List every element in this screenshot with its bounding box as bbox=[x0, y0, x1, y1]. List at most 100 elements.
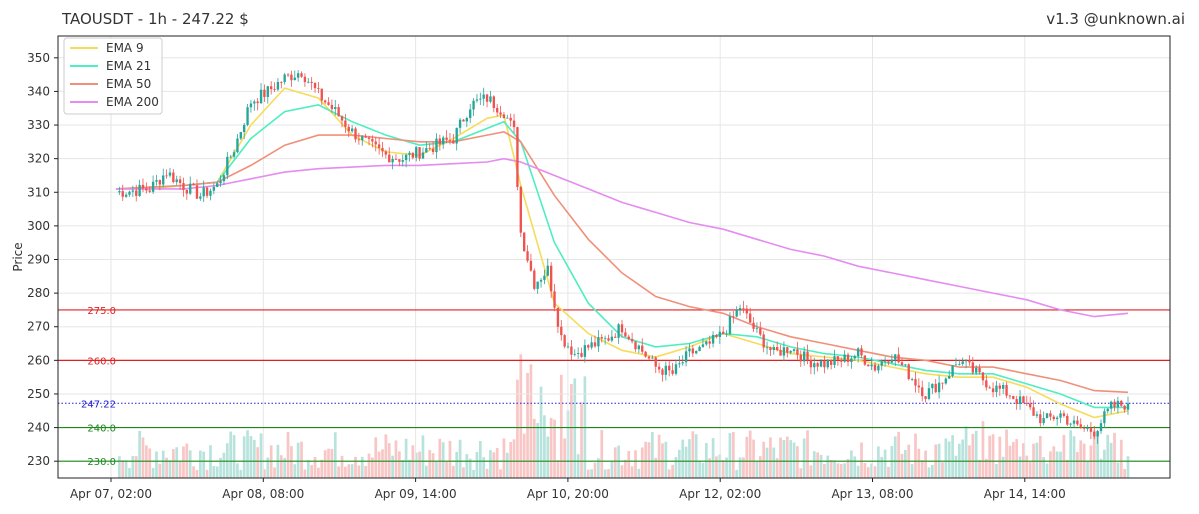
candle-body bbox=[273, 89, 276, 90]
candle-body bbox=[317, 88, 320, 89]
level-label: 247.22 bbox=[81, 399, 116, 410]
candle-body bbox=[543, 275, 546, 280]
candle-body bbox=[522, 232, 526, 252]
candle-body bbox=[442, 137, 445, 145]
candle-body bbox=[425, 148, 428, 153]
volume-bar bbox=[296, 442, 300, 478]
candle-body bbox=[762, 334, 765, 348]
volume-bar bbox=[509, 441, 513, 478]
volume-bar bbox=[215, 466, 219, 478]
candle-body bbox=[296, 73, 300, 78]
candle-body bbox=[452, 140, 455, 144]
volume-bar bbox=[755, 461, 759, 478]
candle-body bbox=[1126, 403, 1130, 410]
candle-body bbox=[937, 382, 941, 393]
candle-body bbox=[860, 348, 863, 356]
candle-body bbox=[374, 141, 377, 145]
candle-body bbox=[465, 117, 469, 122]
volume-bar bbox=[360, 456, 364, 478]
volume-bar bbox=[543, 415, 546, 478]
volume-bar bbox=[738, 457, 742, 478]
candle-body bbox=[1042, 418, 1045, 424]
candle-body bbox=[280, 81, 283, 83]
volume-bar bbox=[593, 462, 597, 478]
candle-body bbox=[688, 348, 691, 352]
candle-body bbox=[1059, 413, 1062, 418]
volume-bar bbox=[806, 430, 809, 478]
volume-bar bbox=[408, 459, 411, 478]
candle-body bbox=[1018, 396, 1022, 404]
candle-body bbox=[398, 159, 401, 162]
volume-bar bbox=[620, 465, 624, 478]
candle-body bbox=[580, 353, 583, 357]
volume-bar bbox=[914, 433, 917, 478]
candle-body bbox=[327, 102, 330, 105]
volume-bar bbox=[384, 434, 388, 478]
candle-body bbox=[907, 364, 910, 380]
volume-bar bbox=[823, 464, 826, 478]
volume-bar bbox=[1116, 462, 1120, 478]
candle-body bbox=[1089, 428, 1093, 432]
candle-body bbox=[526, 251, 529, 261]
candle-body bbox=[931, 383, 934, 389]
candle-body bbox=[593, 342, 597, 347]
candle-body bbox=[809, 360, 813, 368]
candle-body bbox=[651, 357, 654, 359]
volume-bar bbox=[624, 459, 627, 478]
volume-bar bbox=[266, 457, 270, 478]
candle-body bbox=[934, 383, 937, 393]
y-tick-label: 280 bbox=[27, 286, 50, 300]
volume-bar bbox=[769, 437, 772, 478]
volume-bar bbox=[647, 442, 651, 478]
candle-body bbox=[492, 96, 495, 108]
candle-body bbox=[219, 181, 222, 184]
candle-body bbox=[232, 152, 236, 157]
volume-bar bbox=[684, 446, 688, 478]
candle-body bbox=[364, 136, 367, 138]
candle-body bbox=[128, 191, 131, 195]
candle-body bbox=[259, 89, 263, 104]
volume-bar bbox=[462, 467, 465, 478]
volume-bar bbox=[516, 379, 519, 478]
volume-bar bbox=[1059, 451, 1062, 478]
volume-bar bbox=[610, 460, 614, 478]
volume-bar bbox=[141, 437, 145, 478]
candle-body bbox=[293, 77, 296, 81]
volume-bar bbox=[772, 447, 776, 478]
candle-body bbox=[371, 138, 374, 142]
candle-body bbox=[536, 281, 539, 289]
volume-bar bbox=[613, 447, 617, 478]
candle-body bbox=[917, 385, 921, 388]
candle-body bbox=[226, 156, 229, 176]
volume-bar bbox=[546, 436, 550, 478]
candle-body bbox=[1035, 414, 1039, 416]
level-lines: 275.0 260.0 247.22 240.0 230.0 bbox=[58, 306, 1170, 468]
volume-bar bbox=[563, 438, 567, 478]
x-tick-label: Apr 12, 02:00 bbox=[679, 487, 761, 501]
candle-body bbox=[1093, 431, 1096, 437]
candle-body bbox=[539, 279, 543, 282]
volume-bar bbox=[954, 455, 958, 478]
candle-body bbox=[610, 336, 614, 341]
candle-body bbox=[944, 378, 948, 384]
candle-body bbox=[300, 73, 303, 77]
candle-body bbox=[448, 139, 452, 141]
volume-bar bbox=[846, 458, 850, 478]
candle-body bbox=[722, 331, 725, 335]
candle-body bbox=[1015, 399, 1018, 404]
volume-bar bbox=[779, 437, 782, 478]
candle-body bbox=[671, 370, 674, 374]
candle-body bbox=[469, 109, 472, 118]
candle-body bbox=[131, 190, 135, 192]
volume-bar bbox=[529, 364, 533, 478]
volume-bar bbox=[232, 435, 236, 478]
volume-bar bbox=[357, 465, 361, 478]
volume-bar bbox=[242, 436, 246, 478]
volume-bar bbox=[1028, 462, 1032, 478]
volume-bar bbox=[715, 456, 718, 478]
candle-body bbox=[968, 360, 971, 363]
candle-body bbox=[627, 336, 630, 340]
volume-bar bbox=[300, 441, 303, 478]
candle-body bbox=[145, 188, 148, 191]
volume-bar bbox=[1008, 445, 1012, 478]
